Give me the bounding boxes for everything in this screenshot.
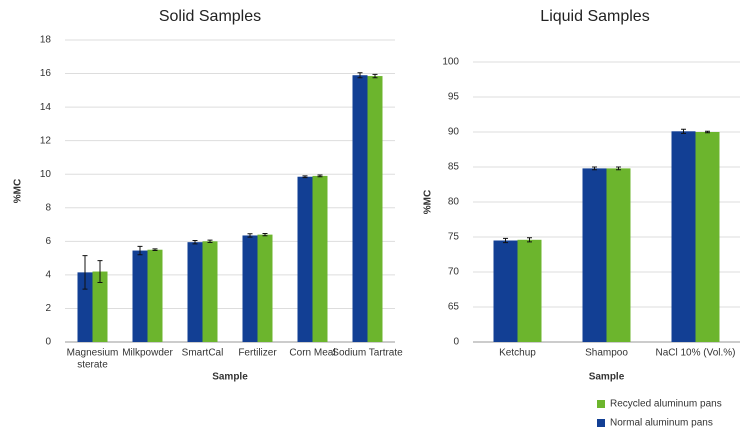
y-tick-label: 14 <box>40 102 52 113</box>
legend-swatch <box>597 400 605 408</box>
bar <box>312 175 328 342</box>
y-tick-label: 100 <box>442 57 459 68</box>
y-tick-label: 6 <box>45 236 51 247</box>
bar <box>606 168 631 342</box>
x-tick-label: SmartCal <box>182 348 224 359</box>
x-tick-label: Magnesium <box>67 348 119 359</box>
y-tick-label: 0 <box>45 337 51 348</box>
y-tick-label: 65 <box>448 302 460 313</box>
x-axis-label: Sample <box>589 372 625 383</box>
y-tick-label: 75 <box>448 232 460 243</box>
y-tick-label: 90 <box>448 127 460 138</box>
bar <box>242 235 258 342</box>
bar <box>493 240 518 342</box>
error-bar <box>592 166 597 171</box>
x-axis-label: Sample <box>212 372 248 383</box>
legend-label: Normal aluminum pans <box>610 418 713 429</box>
legend-label: Recycled aluminum pans <box>610 399 722 410</box>
y-axis-label: %MC <box>13 179 24 203</box>
x-tick-label: Sodium Tartrate <box>332 348 403 359</box>
x-tick-label: Milkpowder <box>122 348 173 359</box>
error-bar <box>302 175 308 179</box>
bar <box>297 176 313 342</box>
error-bar <box>372 73 378 79</box>
y-tick-label: 10 <box>40 169 52 180</box>
y-tick-label: 8 <box>45 202 51 213</box>
error-bar <box>317 174 323 178</box>
error-bar <box>527 237 532 243</box>
y-tick-label: 80 <box>448 197 460 208</box>
y-axis-label: %MC <box>423 190 434 214</box>
bar <box>132 250 148 342</box>
bar <box>92 271 108 342</box>
x-tick-label: Ketchup <box>499 348 536 359</box>
x-tick-label: Corn Meal <box>289 348 335 359</box>
error-bar <box>207 239 213 244</box>
error-bar <box>262 232 268 237</box>
error-bar <box>247 233 253 238</box>
error-bar <box>137 245 143 256</box>
bar <box>257 234 273 342</box>
bar <box>517 239 542 342</box>
y-tick-label: 70 <box>448 267 460 278</box>
x-tick-label: Fertilizer <box>238 348 277 359</box>
y-tick-label: 85 <box>448 162 460 173</box>
error-bar <box>152 248 158 252</box>
bar <box>671 131 696 342</box>
error-bar <box>357 72 363 79</box>
y-tick-label: 2 <box>45 303 51 314</box>
x-tick-label: NaCl 10% (Vol.%) <box>655 348 735 359</box>
error-bar <box>705 130 710 134</box>
chart-title: Solid Samples <box>159 8 261 25</box>
bar <box>695 132 720 342</box>
bar <box>187 242 203 342</box>
chart-title: Liquid Samples <box>540 8 649 25</box>
bar <box>147 249 163 342</box>
y-tick-label: 12 <box>40 135 52 146</box>
error-bar <box>681 128 686 134</box>
y-tick-label: 4 <box>45 270 51 281</box>
y-tick-label: 18 <box>40 35 52 46</box>
x-tick-label: Shampoo <box>585 348 628 359</box>
x-tick-label: sterate <box>77 360 108 371</box>
y-tick-label: 0 <box>453 337 459 348</box>
bar <box>202 241 218 342</box>
error-bar <box>503 237 508 244</box>
bar <box>582 168 607 342</box>
bar <box>367 76 383 343</box>
bar <box>77 272 93 342</box>
error-bar <box>82 255 88 290</box>
error-bar <box>192 239 198 245</box>
y-tick-label: 16 <box>40 68 52 79</box>
error-bar <box>97 260 103 283</box>
y-tick-label: 95 <box>448 92 460 103</box>
bar <box>352 75 368 342</box>
error-bar <box>616 166 621 171</box>
legend-swatch <box>597 419 605 427</box>
